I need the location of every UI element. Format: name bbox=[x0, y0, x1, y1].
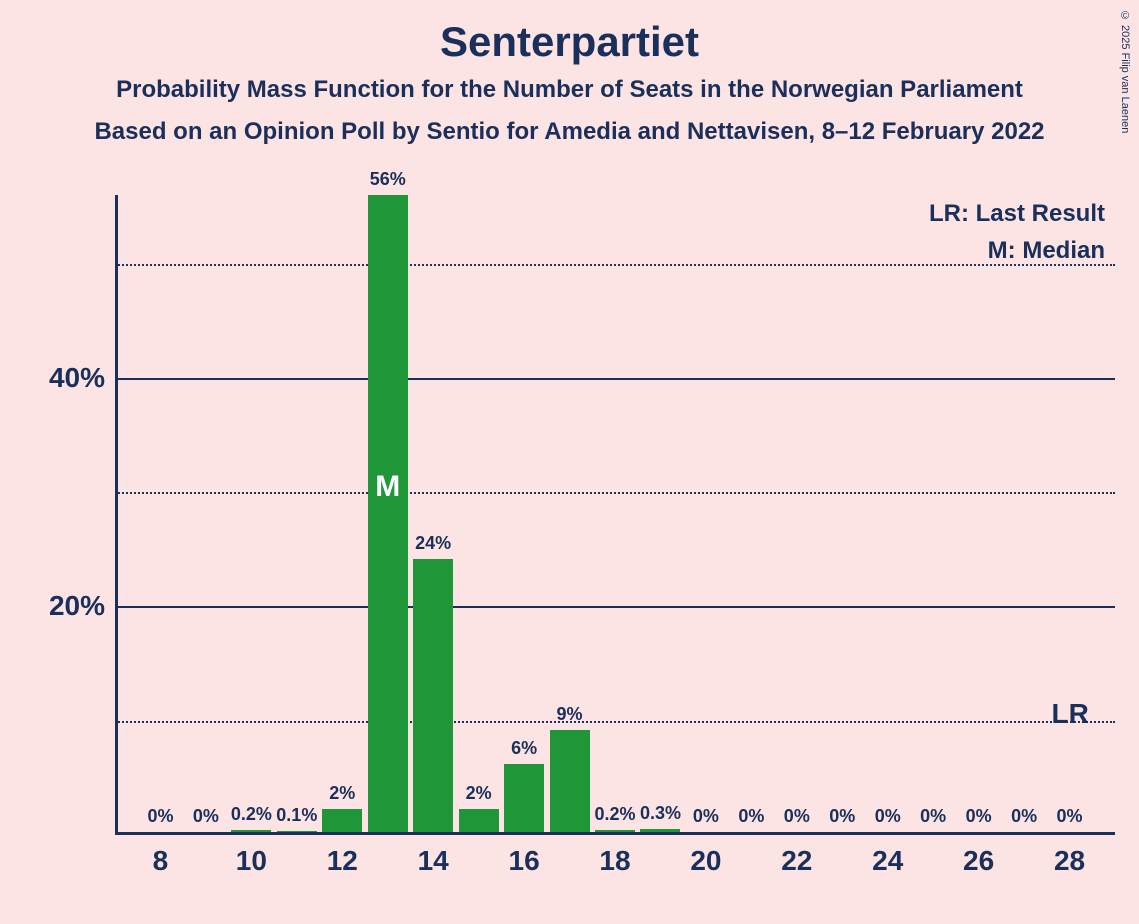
x-tick-label: 26 bbox=[963, 845, 994, 877]
bar-value-label: 9% bbox=[557, 704, 583, 725]
bar-value-label: 0% bbox=[147, 806, 173, 827]
bar-value-label: 0% bbox=[875, 806, 901, 827]
bar-value-label: 0% bbox=[966, 806, 992, 827]
bar bbox=[459, 809, 499, 832]
x-tick-label: 28 bbox=[1054, 845, 1085, 877]
y-tick-label: 40% bbox=[25, 362, 105, 394]
chart-subtitle-1: Probability Mass Function for the Number… bbox=[0, 66, 1139, 104]
x-tick-label: 12 bbox=[327, 845, 358, 877]
x-tick-label: 22 bbox=[781, 845, 812, 877]
bar bbox=[277, 831, 317, 832]
bar bbox=[504, 764, 544, 832]
y-axis bbox=[115, 195, 118, 835]
y-tick-label: 20% bbox=[25, 590, 105, 622]
legend-m: M: Median bbox=[988, 237, 1105, 265]
x-tick-label: 8 bbox=[153, 845, 169, 877]
bar-value-label: 0% bbox=[193, 806, 219, 827]
bar-value-label: 0.2% bbox=[594, 804, 635, 825]
gridline-solid bbox=[115, 606, 1115, 608]
x-tick-label: 18 bbox=[599, 845, 630, 877]
bar bbox=[640, 829, 680, 832]
bar-value-label: 0% bbox=[693, 806, 719, 827]
bar-value-label: 0% bbox=[920, 806, 946, 827]
bar bbox=[595, 830, 635, 832]
chart-plot-area: 0%0%0.2%0.1%2%56%M24%2%6%9%0.2%0.3%0%0%0… bbox=[115, 195, 1115, 835]
bar-value-label: 2% bbox=[329, 783, 355, 804]
x-tick-label: 14 bbox=[418, 845, 449, 877]
bar-value-label: 0% bbox=[738, 806, 764, 827]
gridline-dotted bbox=[115, 721, 1115, 723]
bar-value-label: 0.3% bbox=[640, 803, 681, 824]
bar bbox=[322, 809, 362, 832]
x-tick-label: 10 bbox=[236, 845, 267, 877]
bar bbox=[231, 830, 271, 832]
bar-value-label: 56% bbox=[370, 169, 406, 190]
bar-value-label: 24% bbox=[415, 533, 451, 554]
bar-value-label: 0% bbox=[784, 806, 810, 827]
x-axis bbox=[115, 832, 1115, 835]
copyright-text: © 2025 Filip van Laenen bbox=[1119, 10, 1131, 133]
x-tick-label: 20 bbox=[690, 845, 721, 877]
bar-value-label: 0% bbox=[1011, 806, 1037, 827]
bar bbox=[550, 730, 590, 832]
gridline-solid bbox=[115, 378, 1115, 380]
last-result-marker: LR bbox=[1052, 698, 1089, 730]
median-marker: M bbox=[375, 470, 400, 504]
bar-value-label: 0% bbox=[1057, 806, 1083, 827]
legend-lr: LR: Last Result bbox=[929, 200, 1105, 228]
bar-value-label: 2% bbox=[466, 783, 492, 804]
bar bbox=[413, 559, 453, 832]
bar-value-label: 6% bbox=[511, 738, 537, 759]
x-tick-label: 16 bbox=[509, 845, 540, 877]
bar-value-label: 0% bbox=[829, 806, 855, 827]
chart-subtitle-2: Based on an Opinion Poll by Sentio for A… bbox=[0, 104, 1139, 146]
gridline-dotted bbox=[115, 492, 1115, 494]
x-tick-label: 24 bbox=[872, 845, 903, 877]
bar bbox=[368, 195, 408, 832]
bar-value-label: 0.2% bbox=[231, 804, 272, 825]
bar-value-label: 0.1% bbox=[276, 805, 317, 826]
chart-title: Senterpartiet bbox=[0, 0, 1139, 66]
gridline-dotted bbox=[115, 264, 1115, 266]
